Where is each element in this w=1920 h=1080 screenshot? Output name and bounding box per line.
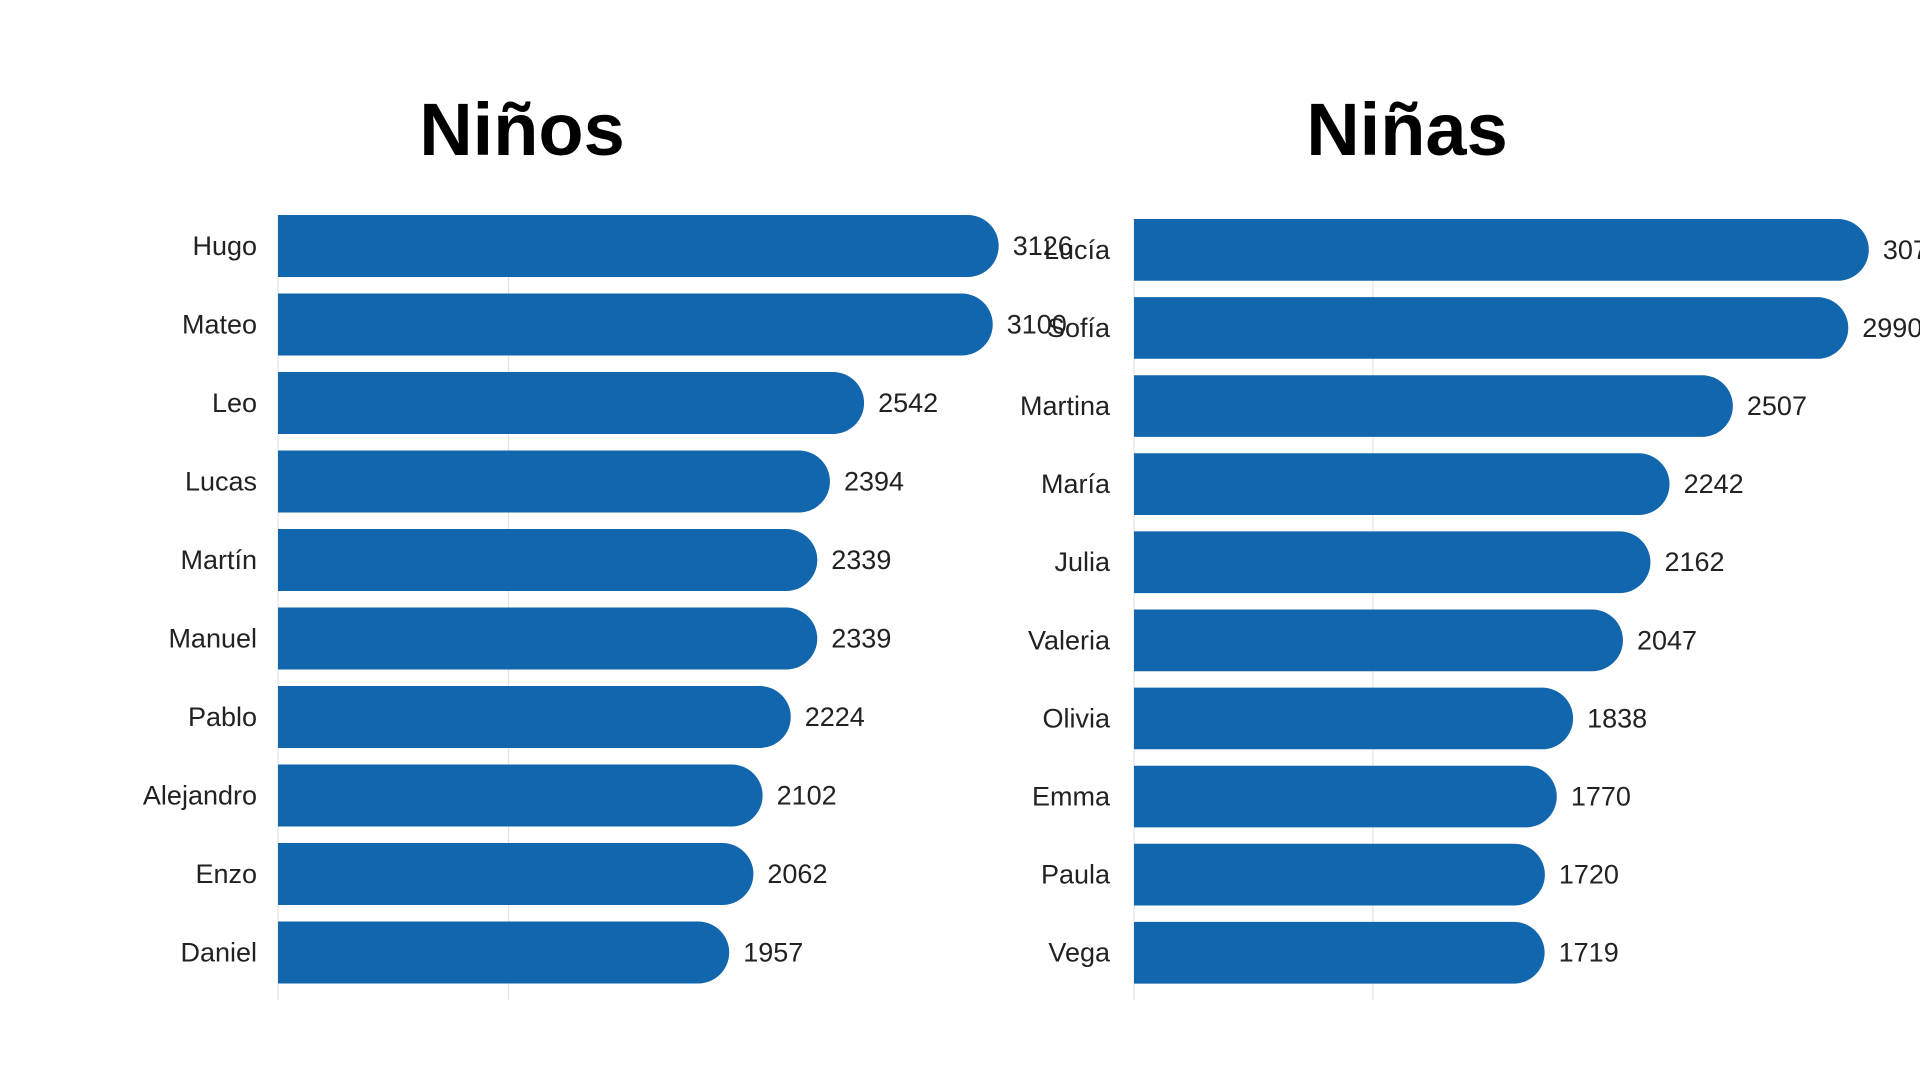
value-label: 2162 [1664,547,1724,577]
value-label: 3126 [1013,231,1073,261]
value-label: 1838 [1587,703,1647,733]
bar-boys [278,293,993,356]
category-label: Julia [1054,547,1111,577]
category-label: Hugo [192,231,257,261]
bar-boys [278,921,730,984]
bars-girls: Lucía 3076 Sofía 2990 Martina 2507 María 2242 Ju… [1020,219,1920,984]
category-label: Manuel [168,624,257,654]
value-label: 2102 [777,781,837,811]
value-label: 1719 [1559,938,1619,968]
bar-girls [1134,219,1869,281]
bar-girls [1134,531,1651,594]
chart-title-boys: Niños [419,88,625,171]
category-label: Sofía [1047,313,1111,343]
category-label: Lucas [185,467,257,497]
bar-boys [278,764,763,827]
value-label: 2339 [831,624,891,654]
category-label: Valeria [1028,625,1111,655]
category-label: Paula [1041,860,1111,890]
bar-boys [278,450,830,513]
chart-boys: Niños Hugo 3126 Mateo 3100 Leo 2542 Lucas 2394 M… [143,88,1073,1000]
bar-boys [278,529,818,592]
bar-boys [278,607,818,670]
value-label: 1957 [743,938,803,968]
value-label: 2047 [1637,625,1697,655]
value-label: 1770 [1571,782,1631,812]
category-label: Mateo [182,310,257,340]
value-label: 2990 [1862,313,1920,343]
bar-girls [1134,375,1733,437]
bar-girls [1134,765,1557,828]
value-label: 2542 [878,388,938,418]
bar-boys [278,215,999,278]
value-label: 3076 [1883,235,1920,265]
value-label: 2224 [805,702,865,732]
bar-girls [1134,609,1623,672]
category-label: Martina [1020,391,1111,421]
category-label: Leo [212,388,257,418]
category-label: Alejandro [143,781,257,811]
bar-boys [278,372,865,435]
category-label: Martín [180,545,257,575]
value-label: 1720 [1559,860,1619,890]
bar-girls [1134,687,1574,750]
category-label: Vega [1048,938,1111,968]
chart-girls: Niñas Lucía 3076 Sofía 2990 Martina 2507 María… [1020,88,1920,1000]
chart-title-girls: Niñas [1306,88,1508,171]
category-label: Pablo [188,702,257,732]
bar-girls [1134,921,1545,984]
bars-boys: Hugo 3126 Mateo 3100 Leo 2542 Lucas 2394 Martín 2… [143,215,1073,984]
value-label: 3100 [1007,310,1067,340]
bar-girls [1134,843,1545,906]
bar-girls [1134,297,1849,359]
value-label: 2339 [831,545,891,575]
category-label: Lucía [1044,235,1111,265]
category-label: Olivia [1042,703,1110,733]
category-label: María [1041,469,1111,499]
bar-boys [278,843,754,906]
value-label: 2242 [1684,469,1744,499]
bar-girls [1134,453,1670,515]
category-label: Enzo [195,859,257,889]
category-label: Emma [1032,782,1111,812]
value-label: 2062 [767,859,827,889]
category-label: Daniel [180,938,257,968]
bar-boys [278,686,791,749]
value-label: 2394 [844,467,904,497]
value-label: 2507 [1747,391,1807,421]
